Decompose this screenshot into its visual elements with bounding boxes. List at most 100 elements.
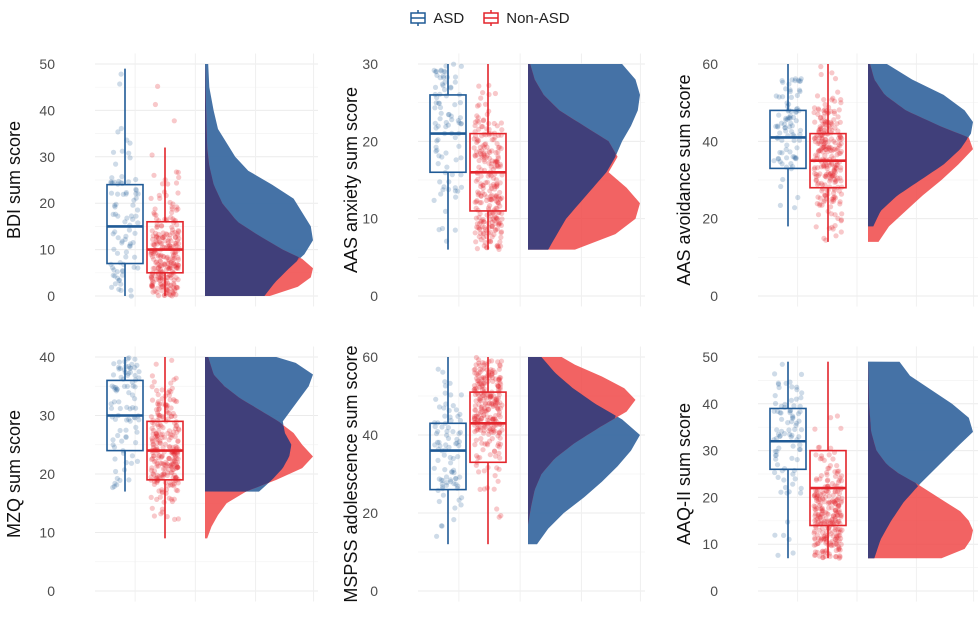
data-point <box>771 158 777 164</box>
data-point <box>435 161 441 167</box>
y-tick-label: 20 <box>39 466 55 482</box>
data-point <box>477 225 483 231</box>
data-point <box>816 536 822 542</box>
data-point <box>493 376 499 382</box>
data-point <box>826 146 832 152</box>
data-point <box>833 510 840 516</box>
data-point <box>825 500 832 506</box>
data-point <box>832 473 839 479</box>
data-point <box>795 77 802 83</box>
data-point <box>158 275 164 281</box>
data-point <box>473 453 480 459</box>
data-point <box>790 132 796 138</box>
data-point <box>165 390 171 396</box>
data-point <box>111 361 117 367</box>
data-point <box>133 191 139 197</box>
data-point <box>816 444 823 450</box>
data-point <box>814 549 820 556</box>
data-point <box>820 530 826 536</box>
data-point <box>123 233 129 239</box>
data-point <box>829 499 835 505</box>
data-point <box>490 416 496 422</box>
data-point <box>175 169 181 175</box>
data-point <box>161 470 167 476</box>
data-point <box>494 163 500 169</box>
data-point <box>118 287 124 293</box>
data-point <box>486 428 492 434</box>
data-point <box>773 93 779 99</box>
data-point <box>126 227 132 233</box>
data-point <box>169 385 175 391</box>
data-point <box>171 397 177 403</box>
data-point <box>480 230 486 236</box>
data-point <box>811 109 817 116</box>
data-point <box>168 260 175 266</box>
data-point <box>174 455 180 461</box>
data-point <box>815 111 821 117</box>
data-point <box>490 166 496 172</box>
data-point <box>437 104 444 111</box>
data-point <box>155 234 161 240</box>
data-point <box>432 442 438 448</box>
data-point <box>838 191 845 197</box>
legend-item-asd[interactable]: ASD <box>409 9 464 27</box>
data-point <box>165 416 171 422</box>
data-point <box>158 284 164 290</box>
data-point <box>111 384 117 390</box>
data-point <box>445 112 452 118</box>
data-point <box>481 412 487 418</box>
data-point <box>494 159 501 165</box>
data-point <box>475 192 481 198</box>
data-point <box>498 230 504 236</box>
data-point <box>831 167 837 173</box>
data-point <box>108 190 115 196</box>
data-point <box>169 244 175 250</box>
data-point <box>149 278 155 284</box>
data-point <box>128 287 134 293</box>
data-point <box>786 427 792 433</box>
legend-item-non-asd[interactable]: Non-ASD <box>482 9 570 27</box>
data-point <box>457 100 463 106</box>
data-point <box>173 169 179 175</box>
data-point <box>481 428 487 434</box>
data-point <box>816 511 822 518</box>
data-point <box>478 417 484 423</box>
data-point <box>821 141 827 147</box>
data-point <box>798 76 804 82</box>
data-point <box>815 212 822 218</box>
data-point <box>495 244 501 250</box>
data-point <box>473 239 479 245</box>
data-point <box>446 444 452 450</box>
data-point <box>153 212 159 218</box>
data-point <box>126 150 132 156</box>
data-point <box>823 237 829 243</box>
data-point <box>830 533 836 539</box>
data-point <box>815 499 821 505</box>
data-point <box>478 95 484 101</box>
data-point <box>497 180 503 186</box>
data-point <box>823 174 829 180</box>
data-point <box>783 86 789 92</box>
data-point <box>790 414 796 420</box>
data-point <box>442 79 448 85</box>
data-point <box>480 380 486 386</box>
data-point <box>498 513 504 519</box>
data-point <box>834 512 840 518</box>
data-point <box>827 171 834 177</box>
data-point <box>174 204 180 210</box>
data-point <box>174 231 180 237</box>
data-point <box>833 507 839 513</box>
data-point <box>495 199 501 205</box>
data-point <box>134 458 141 464</box>
data-point <box>455 188 461 194</box>
data-point <box>477 226 483 232</box>
data-point <box>174 284 180 290</box>
data-point <box>833 501 839 507</box>
data-point <box>837 199 843 205</box>
data-point <box>473 149 480 155</box>
data-point <box>834 533 840 539</box>
data-point <box>159 460 165 467</box>
data-point <box>792 155 798 161</box>
data-point <box>484 408 490 414</box>
